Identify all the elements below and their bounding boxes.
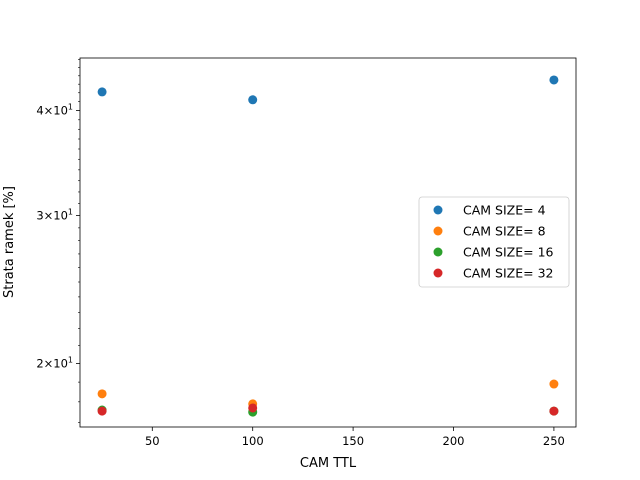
data-point-series-2 <box>97 389 107 399</box>
legend-marker <box>433 247 443 257</box>
legend: CAM SIZE= 4 CAM SIZE= 8 CAM SIZE= 16 CAM SI… <box>418 196 570 288</box>
legend-marker <box>433 205 443 215</box>
legend-marker <box>433 226 443 236</box>
y-axis-ticks: 2×101 3×101 4×101 <box>36 59 80 423</box>
y-axis-label: Strata ramek [%] <box>2 186 17 298</box>
y-tick-label: 4×101 <box>36 103 73 118</box>
x-axis-label: CAM TTL <box>300 456 357 471</box>
legend-label: CAM SIZE= 8 <box>463 224 546 239</box>
legend-label: CAM SIZE= 16 <box>463 245 554 260</box>
data-point-series-1 <box>248 95 258 105</box>
x-tick-label: 250 <box>543 434 565 448</box>
data-point-series-4 <box>248 403 258 413</box>
y-tick-label: 2×101 <box>36 355 73 370</box>
legend-frame <box>418 196 570 288</box>
data-point-series-1 <box>549 75 559 85</box>
data-point-series-4 <box>549 406 559 416</box>
legend-marker <box>433 268 443 278</box>
y-tick-label: 3×101 <box>36 208 73 223</box>
data-point-series-4 <box>97 406 107 416</box>
x-tick-label: 50 <box>145 434 160 448</box>
points-layer <box>97 75 559 417</box>
x-tick-label: 200 <box>443 434 465 448</box>
x-tick-label: 150 <box>342 434 364 448</box>
legend-label: CAM SIZE= 32 <box>463 266 553 281</box>
data-point-series-2 <box>549 379 559 389</box>
data-point-series-1 <box>97 87 107 97</box>
x-tick-label: 100 <box>242 434 264 448</box>
plot-frame <box>79 57 577 428</box>
legend-label: CAM SIZE= 4 <box>463 203 546 218</box>
x-axis-ticks: 50 100 150 200 250 <box>145 427 565 448</box>
